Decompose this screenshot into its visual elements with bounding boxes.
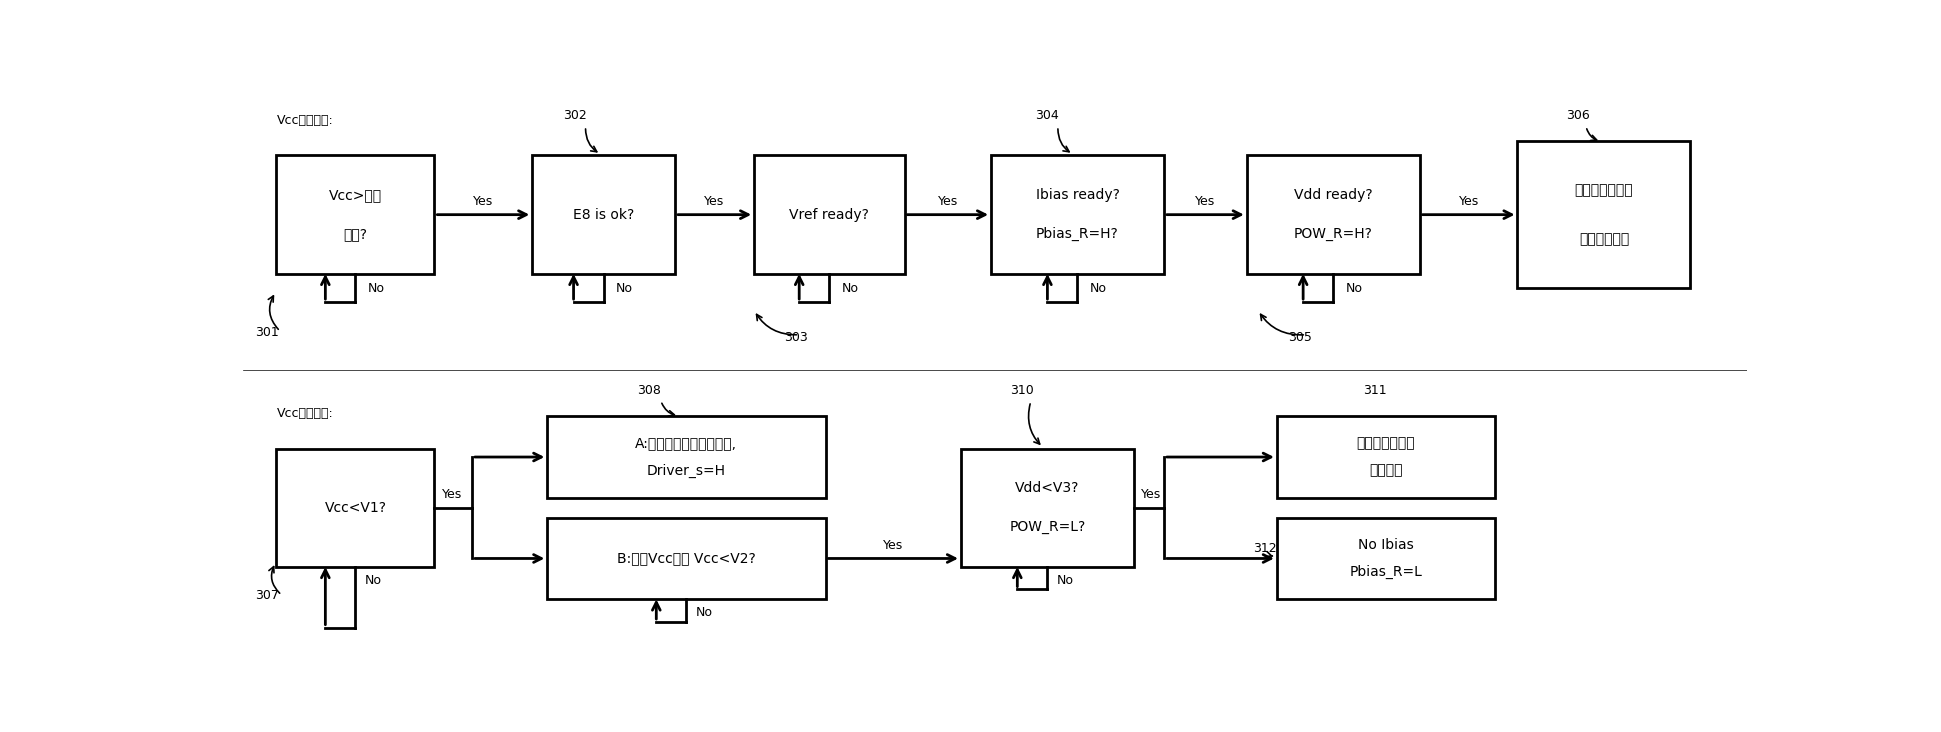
Text: Yes: Yes [443,488,462,501]
Text: 301: 301 [254,326,278,339]
Text: 311: 311 [1363,384,1388,397]
FancyBboxPatch shape [276,155,435,274]
Text: 303: 303 [784,332,807,344]
Text: POW_R=H?: POW_R=H? [1295,228,1372,242]
Text: No: No [1345,283,1363,295]
Text: No: No [367,283,384,295]
Text: 停止工作: 停止工作 [1368,463,1403,478]
Text: 305: 305 [1289,332,1312,344]
Text: No: No [695,606,712,619]
FancyBboxPatch shape [547,518,825,600]
Text: No: No [365,574,382,586]
Text: 允许芯片的其他: 允许芯片的其他 [1574,183,1632,197]
Text: Yes: Yes [705,195,724,208]
Text: Vref ready?: Vref ready? [790,208,870,222]
FancyBboxPatch shape [755,155,905,274]
Text: Yes: Yes [1196,195,1215,208]
Text: No: No [1056,574,1073,586]
FancyBboxPatch shape [1277,417,1495,498]
Text: Vcc<V1?: Vcc<V1? [324,501,386,515]
FancyBboxPatch shape [547,417,825,498]
Text: No: No [1089,283,1106,295]
FancyBboxPatch shape [992,155,1165,274]
Text: 308: 308 [637,384,660,397]
Text: Pbias_R=L: Pbias_R=L [1349,565,1423,579]
FancyBboxPatch shape [1277,518,1495,600]
Text: A:芯片输出模块停止工作,: A:芯片输出模块停止工作, [635,436,738,450]
Text: Yes: Yes [883,539,903,552]
Text: No Ibias: No Ibias [1359,538,1413,552]
Text: 电压?: 电压? [344,228,367,242]
Text: Vdd ready?: Vdd ready? [1295,188,1372,202]
Text: Vcc下电过程:: Vcc下电过程: [276,408,334,420]
Text: 304: 304 [1035,108,1060,122]
Text: Ibias ready?: Ibias ready? [1036,188,1120,202]
Text: 306: 306 [1566,108,1590,122]
Text: No: No [840,283,858,295]
Text: Yes: Yes [474,195,493,208]
Text: 312: 312 [1254,542,1277,555]
FancyBboxPatch shape [961,449,1134,567]
Text: 307: 307 [254,589,280,602]
Text: B:加速Vcc掉电 Vcc<V2?: B:加速Vcc掉电 Vcc<V2? [617,551,755,566]
Text: Yes: Yes [1458,195,1479,208]
FancyBboxPatch shape [1246,155,1419,274]
Text: 302: 302 [563,108,586,122]
Text: 模块开始工作: 模块开始工作 [1578,232,1628,246]
Text: POW_R=L?: POW_R=L? [1009,520,1085,534]
Text: E8 is ok?: E8 is ok? [573,208,635,222]
Text: Pbias_R=H?: Pbias_R=H? [1036,228,1118,242]
Text: Driver_s=H: Driver_s=H [646,463,726,478]
Text: No: No [615,283,633,295]
FancyBboxPatch shape [1518,141,1691,288]
Text: Vdd<V3?: Vdd<V3? [1015,481,1079,495]
Text: Yes: Yes [1141,488,1161,501]
Text: Vcc上电过程:: Vcc上电过程: [276,114,334,127]
Text: 芯片的所有模块: 芯片的所有模块 [1357,436,1415,450]
FancyBboxPatch shape [276,449,435,567]
Text: 310: 310 [1009,384,1033,397]
Text: Yes: Yes [938,195,957,208]
FancyBboxPatch shape [532,155,675,274]
Text: Vcc>启动: Vcc>启动 [328,188,382,202]
